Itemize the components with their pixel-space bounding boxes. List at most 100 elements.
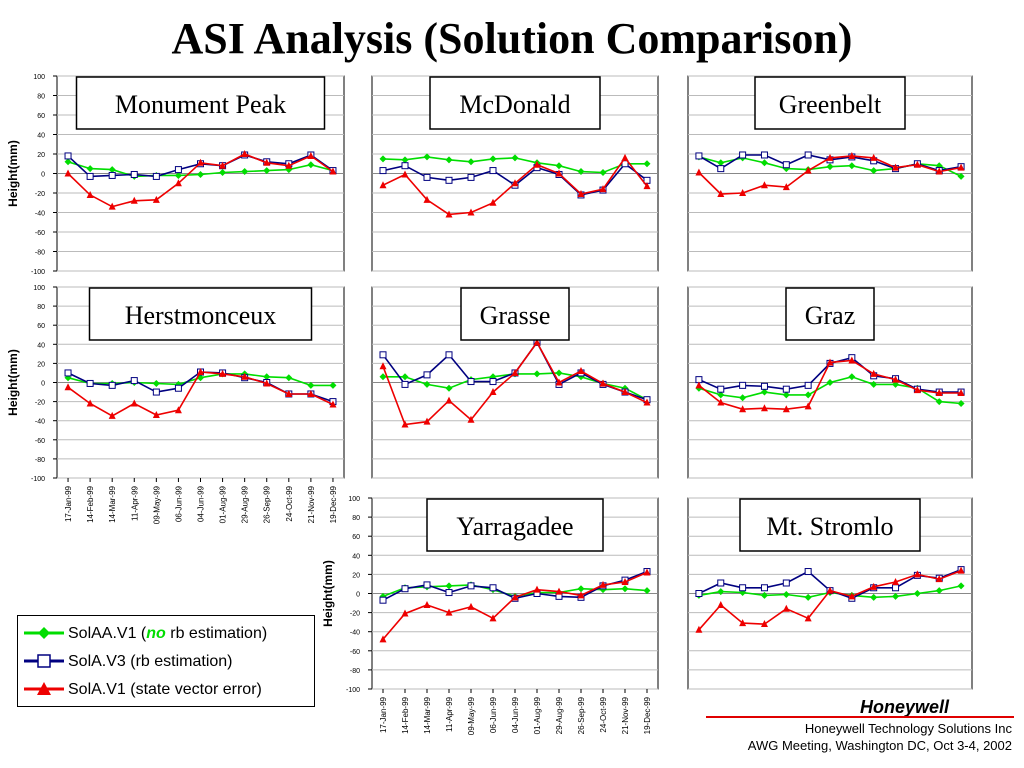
data-point [401,373,409,381]
chart-greenbelt: Greenbelt [687,75,973,272]
data-point [804,568,812,576]
data-point [577,189,585,197]
data-point [533,338,541,346]
data-point [445,396,453,404]
x-tick-label: 29-Aug-99 [555,696,564,734]
y-tick-label: 20 [37,152,45,159]
data-point [577,168,585,176]
data-point [717,159,725,167]
data-point [511,368,519,376]
data-point [760,584,768,592]
data-point [892,592,900,600]
data-point [379,373,387,381]
data-point [423,153,431,161]
data-point [401,156,409,164]
data-point [64,158,72,166]
y-tick-label: 100 [33,74,45,81]
y-tick-label: 20 [37,361,45,368]
data-point [379,351,387,359]
data-point [555,369,563,377]
data-point [892,584,900,592]
data-point [717,189,725,197]
data-point [511,593,519,601]
data-point [489,614,497,622]
y-axis-label: Height(mm) [321,560,335,627]
data-point [717,588,725,596]
x-tick-label: 11-Apr-99 [445,696,454,732]
data-point [621,585,629,593]
y-tick-label: -20 [350,611,360,618]
data-point [782,385,790,393]
data-point [86,399,94,407]
chart-title-box [426,498,604,552]
x-tick-label: 21-Nov-99 [621,696,630,734]
data-point [86,165,94,173]
data-point [555,162,563,170]
y-tick-label: 0 [41,381,45,388]
data-point [892,163,900,171]
data-point [86,379,94,387]
diamond-marker-icon [24,627,64,639]
y-tick-label: 100 [348,496,360,503]
x-tick-label: 14-Mar-99 [108,485,117,522]
square-marker-icon [24,654,64,668]
data-point [152,379,160,387]
data-point [86,172,94,180]
data-point [957,566,965,574]
y-tick-label: -100 [31,269,45,276]
data-point [760,388,768,396]
data-point [782,161,790,169]
data-point [717,165,725,173]
data-point [86,190,94,198]
data-point [467,158,475,166]
data-point [826,586,834,594]
footer-company: Honeywell Technology Solutions Inc [804,721,1012,736]
data-point [957,389,965,397]
x-tick-label: 19-Dec-99 [329,485,338,523]
data-point [241,150,249,157]
data-point [108,171,116,179]
data-point [760,151,768,159]
data-point [739,584,747,592]
legend-label-solaa-v1: SolAA.V1 (no rb estimation) [68,625,268,642]
data-point [913,386,921,394]
data-point [401,162,409,170]
data-point [489,167,497,175]
data-point [467,415,475,423]
data-point [401,420,409,428]
data-point [739,394,747,402]
data-point [329,167,337,175]
data-point [643,568,651,576]
data-point [804,151,812,159]
data-point [599,580,607,588]
y-tick-label: -60 [35,438,45,445]
data-point [621,388,629,396]
data-point [285,161,293,169]
y-tick-label: 60 [37,113,45,120]
data-point [577,585,585,593]
y-tick-label: 0 [41,172,45,179]
data-point [130,170,138,178]
triangle-marker-icon [24,682,64,695]
y-tick-label: 80 [352,515,360,522]
data-point [401,380,409,388]
data-point [760,181,768,189]
chart-title: Monument Peak [115,90,286,119]
data-point [717,391,725,399]
footer-divider [706,716,1014,718]
data-point [913,160,921,168]
y-tick-label: -80 [35,457,45,464]
data-point [489,155,497,163]
y-tick-label: -40 [35,419,45,426]
data-point [870,582,878,590]
legend-label-sola-v1: SolA.V1 (state vector error) [68,681,262,698]
y-tick-label: 40 [37,342,45,349]
data-point [739,189,747,196]
x-tick-label: 11-Apr-99 [130,485,139,521]
data-point [130,377,138,385]
chart-title: McDonald [459,90,570,119]
data-point [555,587,563,595]
data-point [935,167,943,175]
x-tick-label: 14-Feb-99 [86,485,95,522]
data-point [739,619,747,627]
